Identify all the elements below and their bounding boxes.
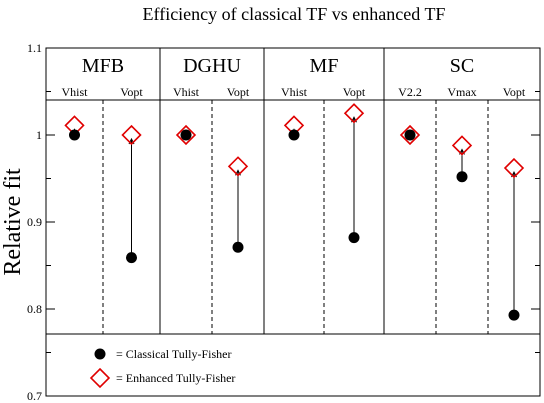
subgroup-label: Vopt: [120, 85, 143, 99]
classical-tf-point: [180, 129, 192, 141]
plot-area: 0.7 0.8 0.9 1 1.1 MFB Vhist Vopt DGHU Vhist Vopt MF…: [27, 41, 541, 403]
classical-tf-point: [288, 129, 300, 141]
group-label: MFB: [82, 55, 124, 77]
group-label: DGHU: [183, 55, 241, 77]
y-tick-label: 0.9: [27, 215, 42, 229]
legend-classical-label: = Classical Tully-Fisher: [116, 347, 231, 361]
subgroup-label: V2.2: [398, 85, 422, 99]
classical-tf-point: [232, 241, 244, 253]
y-axis-label: Relative fit: [0, 168, 26, 276]
group-label: SC: [450, 55, 474, 77]
enhanced-tf-point: [343, 103, 365, 124]
classical-tf-point: [508, 309, 520, 321]
classical-tf-point: [126, 252, 137, 264]
subgroup-label: Vhist: [281, 85, 308, 99]
enhanced-tf-point: [503, 157, 525, 179]
legend-classical-marker: [94, 348, 106, 360]
legend-enhanced-label: = Enhanced Tully-Fisher: [116, 371, 235, 385]
subgroup-label: Vopt: [227, 85, 250, 99]
subgroup-label: Vopt: [503, 85, 526, 99]
enhanced-tf-point: [399, 124, 421, 146]
enhanced-tf-point: [175, 124, 197, 146]
classical-tf-point: [69, 129, 80, 141]
y-tick-label: 0.7: [27, 389, 42, 403]
y-tick-label: 1: [36, 128, 42, 142]
y-tick-label: 0.8: [27, 302, 42, 316]
classical-tf-point: [404, 129, 416, 141]
enhanced-tf-point: [227, 156, 249, 177]
chart-title: Efficiency of classical TF vs enhanced T…: [143, 4, 446, 24]
enhanced-tf-point: [451, 135, 473, 156]
legend-enhanced-marker: [89, 367, 111, 389]
classical-tf-point: [348, 232, 360, 244]
subgroup-label: Vhist: [173, 85, 200, 99]
y-tick-label: 1.1: [27, 41, 42, 55]
subgroup-label: Vmax: [447, 85, 476, 99]
subgroup-label: Vhist: [61, 85, 88, 99]
subgroup-label: Vopt: [343, 85, 366, 99]
group-label: MF: [310, 55, 339, 77]
enhanced-tf-point: [121, 124, 142, 146]
classical-tf-point: [456, 171, 468, 183]
